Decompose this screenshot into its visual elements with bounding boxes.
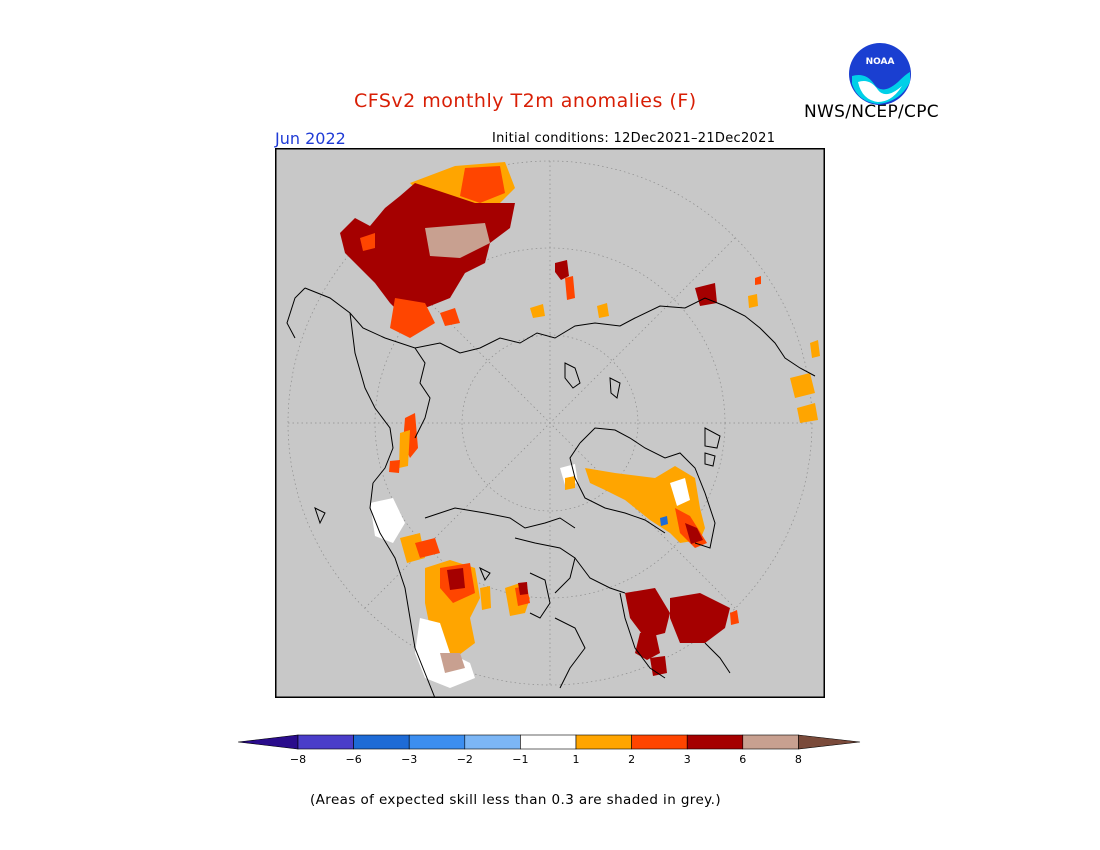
noaa-logo-icon: NOAA bbox=[849, 43, 911, 105]
colorbar-high-arrow bbox=[798, 734, 861, 750]
colorbar-bin bbox=[686, 734, 744, 750]
colorbar-tick-label: −2 bbox=[457, 753, 473, 766]
colorbar-tick-label: 2 bbox=[628, 753, 635, 766]
colorbar-bin bbox=[520, 734, 577, 750]
agency-label: NWS/NCEP/CPC bbox=[804, 102, 939, 122]
map-border bbox=[275, 148, 825, 698]
colorbar-tick-label: −1 bbox=[512, 753, 528, 766]
colorbar-bin bbox=[408, 734, 466, 750]
colorbar-tick-label: −6 bbox=[345, 753, 361, 766]
anomaly-region-north-america bbox=[370, 498, 530, 688]
forecast-month: Jun 2022 bbox=[275, 129, 346, 148]
coastlines bbox=[286, 287, 816, 698]
colorbar-bin bbox=[631, 734, 688, 750]
colorbar-tick-label: −8 bbox=[290, 753, 306, 766]
logo-text: NOAA bbox=[866, 57, 895, 67]
colorbar: −8 −6 −3 −2 −1 1 2 3 6 8 bbox=[238, 734, 861, 766]
colorbar-tick-label: 6 bbox=[739, 753, 746, 766]
colorbar-tick-label: 8 bbox=[795, 753, 802, 766]
colorbar-tick-label: 3 bbox=[684, 753, 691, 766]
polar-map bbox=[275, 148, 825, 698]
anomaly-region-greenland bbox=[560, 464, 707, 548]
colorbar-low-arrow bbox=[238, 734, 299, 750]
anomaly-region-far-east bbox=[695, 276, 820, 423]
anomaly-region-eastern-canada bbox=[625, 588, 739, 676]
skill-footnote: (Areas of expected skill less than 0.3 a… bbox=[310, 792, 721, 808]
map-title: CFSv2 monthly T2m anomalies (F) bbox=[354, 90, 697, 112]
anomaly-region-siberia bbox=[530, 260, 609, 318]
initial-conditions: Initial conditions: 12Dec2021–21Dec2021 bbox=[492, 131, 776, 146]
colorbar-tick-label: −3 bbox=[401, 753, 417, 766]
anomaly-region-north-atlantic bbox=[389, 413, 418, 473]
graticule bbox=[287, 160, 813, 686]
colorbar-bin bbox=[575, 734, 632, 750]
colorbar-tick-label: 1 bbox=[573, 753, 580, 766]
colorbar-bin bbox=[297, 734, 354, 750]
colorbar-bin bbox=[353, 734, 410, 750]
anomaly-region-eurasia bbox=[340, 162, 515, 338]
colorbar-bin bbox=[742, 734, 799, 750]
colorbar-bin bbox=[464, 734, 521, 750]
